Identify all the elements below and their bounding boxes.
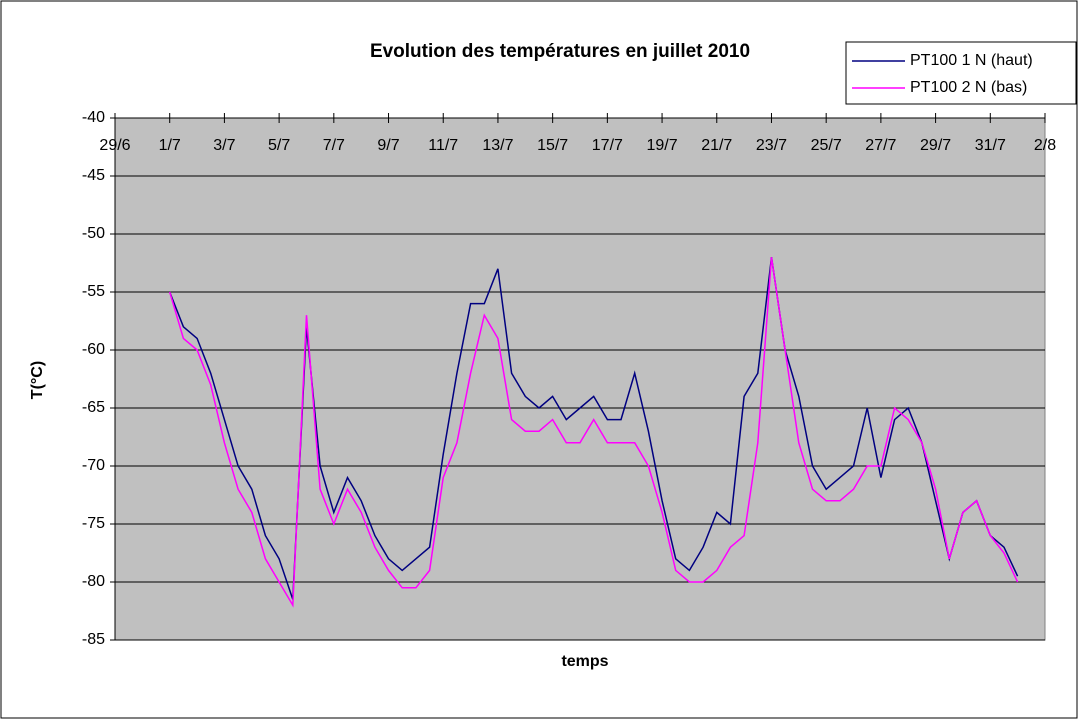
y-tick-label: -40 <box>82 109 105 126</box>
x-tick-label: 27/7 <box>865 137 896 154</box>
y-tick-label: -75 <box>82 515 105 532</box>
x-tick-label: 29/7 <box>920 137 951 154</box>
y-tick-label: -65 <box>82 399 105 416</box>
y-axis-title: T(°C) <box>29 361 46 399</box>
y-tick-label: -45 <box>82 167 105 184</box>
series-line <box>168 257 1019 608</box>
x-tick-label: 23/7 <box>756 137 787 154</box>
legend-label: PT100 1 N (haut) <box>910 52 1033 69</box>
y-tick-label: -50 <box>82 225 105 242</box>
x-tick-label: 29/6 <box>99 137 130 154</box>
y-tick-label: -70 <box>82 457 105 474</box>
y-tick-label: -85 <box>82 631 105 648</box>
x-tick-label: 2/8 <box>1034 137 1056 154</box>
x-tick-label: 11/7 <box>428 137 458 154</box>
x-tick-label: 9/7 <box>377 137 399 154</box>
plot-area <box>114 117 1046 641</box>
legend <box>845 41 1077 105</box>
x-tick-label: 1/7 <box>159 137 181 154</box>
x-tick-label: 7/7 <box>323 137 345 154</box>
y-tick-label: -60 <box>82 341 105 358</box>
y-tick-label: -80 <box>82 573 105 590</box>
x-axis-title: temps <box>561 653 608 670</box>
chart-title: Evolution des températures en juillet 20… <box>370 41 750 62</box>
x-tick-label: 21/7 <box>701 137 732 154</box>
y-tick-label: -55 <box>82 283 105 300</box>
x-tick-label: 31/7 <box>975 137 1006 154</box>
x-tick-label: 17/7 <box>592 137 623 154</box>
x-tick-label: 5/7 <box>268 137 290 154</box>
x-tick-label: 3/7 <box>213 137 235 154</box>
x-tick-label: 25/7 <box>811 137 842 154</box>
x-tick-label: 13/7 <box>482 137 513 154</box>
x-tick-label: 19/7 <box>646 137 677 154</box>
x-tick-label: 15/7 <box>537 137 568 154</box>
legend-label: PT100 2 N (bas) <box>910 79 1027 96</box>
